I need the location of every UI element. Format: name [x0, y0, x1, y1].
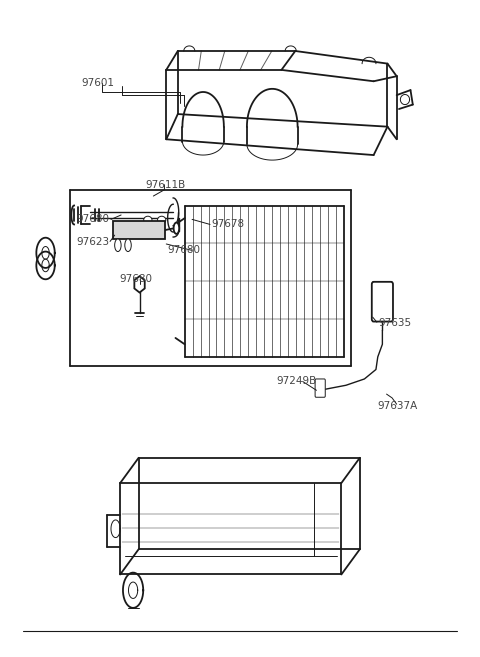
Text: 97623: 97623 — [76, 237, 109, 247]
FancyBboxPatch shape — [372, 282, 393, 321]
Text: 97680: 97680 — [76, 214, 109, 225]
Text: 97680: 97680 — [119, 275, 152, 284]
Ellipse shape — [125, 239, 131, 252]
Text: 97680: 97680 — [167, 245, 200, 256]
Text: 97601: 97601 — [81, 78, 114, 88]
Ellipse shape — [174, 223, 179, 234]
Ellipse shape — [157, 216, 166, 224]
Text: 97611B: 97611B — [145, 180, 186, 190]
FancyBboxPatch shape — [315, 379, 325, 397]
Text: 97249B: 97249B — [277, 376, 317, 386]
Text: 97635: 97635 — [378, 318, 411, 328]
Ellipse shape — [115, 239, 121, 252]
Ellipse shape — [144, 216, 152, 224]
Text: 97678: 97678 — [211, 219, 244, 229]
Bar — [113, 221, 165, 239]
Text: 97637A: 97637A — [377, 401, 418, 411]
